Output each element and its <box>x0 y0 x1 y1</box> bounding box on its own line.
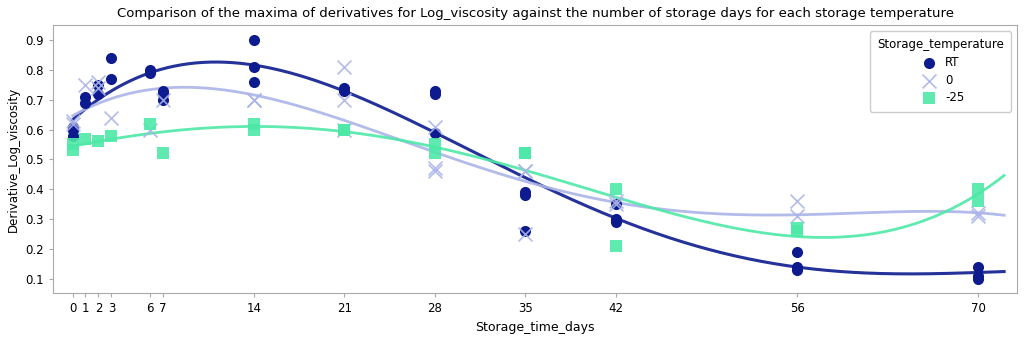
RT <box>788 264 805 269</box>
-25 <box>427 151 443 156</box>
RT <box>77 100 93 105</box>
RT <box>970 276 986 281</box>
RT <box>427 91 443 97</box>
0 <box>65 121 81 127</box>
RT <box>788 267 805 272</box>
-25 <box>336 127 352 132</box>
-25 <box>103 133 120 138</box>
0 <box>427 124 443 129</box>
RT <box>970 264 986 269</box>
0 <box>517 168 534 174</box>
0 <box>336 64 352 70</box>
-25 <box>65 148 81 153</box>
-25 <box>608 187 625 192</box>
RT <box>65 124 81 129</box>
RT <box>142 67 159 73</box>
RT <box>142 70 159 76</box>
RT <box>246 38 262 43</box>
-25 <box>788 225 805 231</box>
RT <box>65 133 81 138</box>
0 <box>142 127 159 132</box>
Title: Comparison of the maxima of derivatives for Log_viscosity against the number of : Comparison of the maxima of derivatives … <box>117 7 953 20</box>
RT <box>155 88 171 93</box>
RT <box>65 127 81 132</box>
RT <box>788 249 805 254</box>
-25 <box>788 228 805 234</box>
0 <box>90 79 106 85</box>
0 <box>336 127 352 132</box>
0 <box>427 168 443 174</box>
0 <box>427 166 443 171</box>
RT <box>155 97 171 103</box>
RT <box>517 190 534 195</box>
0 <box>608 201 625 207</box>
0 <box>336 97 352 103</box>
-25 <box>90 139 106 144</box>
-25 <box>77 136 93 141</box>
0 <box>103 115 120 120</box>
-25 <box>608 243 625 249</box>
RT <box>336 88 352 93</box>
0 <box>517 168 534 174</box>
RT <box>90 82 106 88</box>
RT <box>608 216 625 222</box>
-25 <box>155 151 171 156</box>
RT <box>608 219 625 225</box>
-25 <box>427 142 443 147</box>
-25 <box>970 187 986 192</box>
RT <box>155 91 171 97</box>
0 <box>788 198 805 204</box>
0 <box>246 97 262 103</box>
0 <box>246 97 262 103</box>
RT <box>90 91 106 97</box>
RT <box>246 79 262 85</box>
0 <box>155 97 171 103</box>
-25 <box>246 121 262 127</box>
RT <box>246 64 262 70</box>
0 <box>65 118 81 123</box>
0 <box>90 85 106 91</box>
-25 <box>142 121 159 127</box>
-25 <box>517 151 534 156</box>
-25 <box>246 127 262 132</box>
RT <box>608 201 625 207</box>
0 <box>970 210 986 216</box>
0 <box>970 213 986 219</box>
RT <box>103 76 120 81</box>
-25 <box>517 151 534 156</box>
0 <box>788 213 805 219</box>
0 <box>517 231 534 237</box>
RT <box>336 85 352 91</box>
RT <box>103 55 120 61</box>
0 <box>608 198 625 204</box>
RT <box>970 273 986 278</box>
-25 <box>970 198 986 204</box>
RT <box>517 228 534 234</box>
X-axis label: Storage_time_days: Storage_time_days <box>475 321 595 334</box>
RT <box>427 88 443 93</box>
-25 <box>336 127 352 132</box>
-25 <box>65 142 81 147</box>
Y-axis label: Derivative_Log_viscosity: Derivative_Log_viscosity <box>7 87 19 232</box>
0 <box>77 82 93 88</box>
RT <box>517 192 534 198</box>
RT <box>77 94 93 100</box>
RT <box>427 130 443 135</box>
Legend: RT, 0, -25: RT, 0, -25 <box>870 31 1011 112</box>
